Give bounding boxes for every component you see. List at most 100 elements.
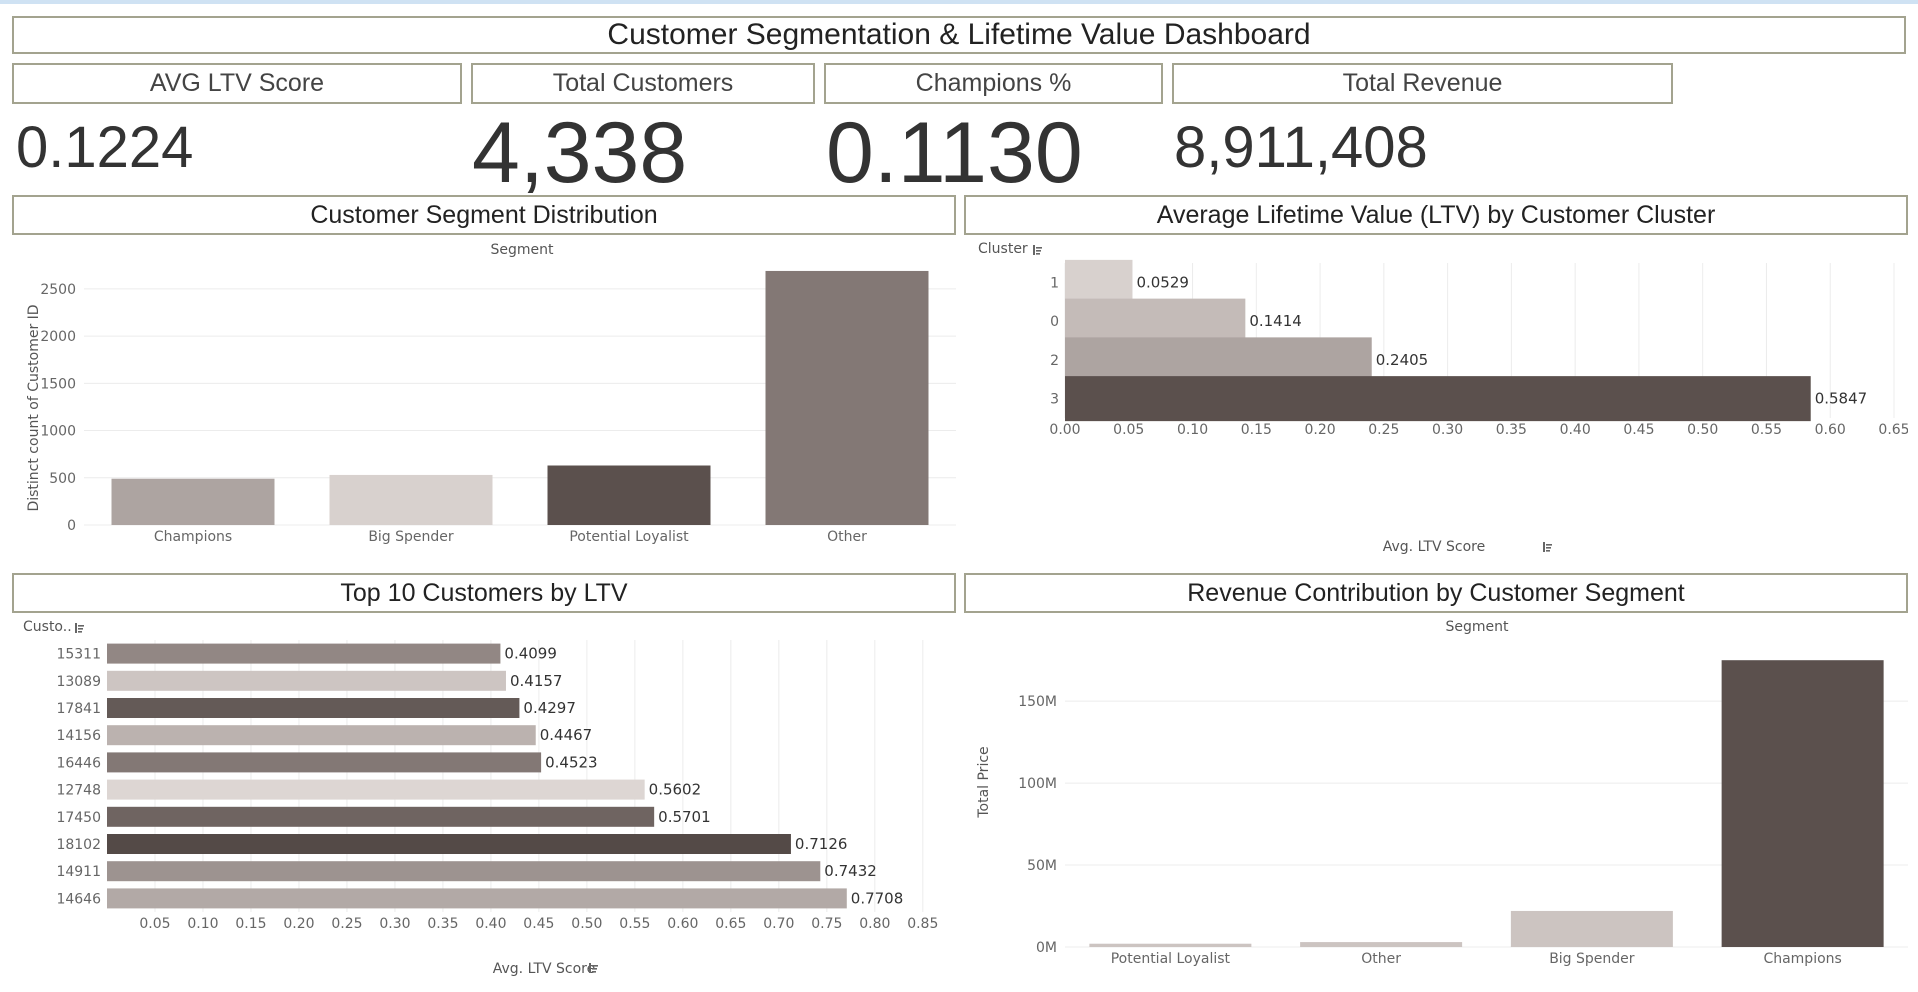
x-tick-label: 0.75: [811, 916, 842, 932]
bar-value-label: 0.4099: [504, 645, 557, 663]
bar-value-label: 0.5847: [1815, 390, 1868, 408]
bar[interactable]: [107, 698, 520, 718]
x-tick-label: 0.30: [379, 916, 410, 932]
bar[interactable]: [1510, 910, 1673, 947]
segment-distribution-chart: Segment Distinct count of Customer ID 0 5…: [26, 242, 956, 545]
bar-value-label: 0.4523: [545, 753, 598, 771]
y-tick-label: 0: [67, 518, 76, 534]
y-tick-label: 16446: [56, 755, 101, 771]
ltv-by-cluster-title: Average Lifetime Value (LTV) by Customer…: [964, 195, 1908, 235]
x-tick-label: 0.65: [1878, 422, 1908, 438]
x-tick-label: 0.20: [1304, 422, 1335, 438]
bar[interactable]: [107, 643, 501, 664]
bar[interactable]: [1300, 942, 1463, 947]
ltv-by-cluster-chart: Cluster 0.0529 0.1414 0.2405 0.5847 1 0 2 3 0.…: [978, 241, 1908, 555]
x-tick-label: 0.80: [859, 916, 890, 932]
x-axis-label: Avg. LTV Score: [493, 961, 596, 977]
kpi-total-revenue-title: Total Revenue: [1172, 63, 1673, 104]
kpi-avg-ltv-title: AVG LTV Score: [12, 63, 462, 104]
x-tick-label: 0.15: [1241, 422, 1272, 438]
kpi-total-customers-value: 4,338: [472, 105, 688, 201]
y-tick-label: 1000: [40, 424, 76, 440]
bar[interactable]: [107, 861, 821, 882]
y-tick-label: 150M: [1018, 694, 1057, 710]
bar[interactable]: [107, 888, 847, 909]
bar[interactable]: [765, 270, 929, 525]
bar[interactable]: [1089, 943, 1252, 947]
sort-icon[interactable]: [589, 963, 598, 973]
x-tick-label: Potential Loyalist: [569, 529, 689, 545]
segment-header: Segment: [1446, 619, 1510, 635]
sort-icon[interactable]: [75, 623, 84, 633]
segment-header: Segment: [491, 242, 555, 258]
y-tick-label: 100M: [1018, 776, 1057, 792]
bar[interactable]: [107, 834, 791, 854]
x-tick-label: 0.10: [1177, 422, 1208, 438]
x-ticks: Champions Big Spender Potential Loyalist Ot…: [154, 529, 867, 545]
y-axis-label-group: Distinct count of Customer ID: [26, 304, 42, 511]
bar-value-label: 0.7708: [851, 889, 904, 907]
y-tick-label: 0: [1050, 314, 1059, 330]
y-tick-label: 18102: [56, 837, 101, 853]
y-tick-label: 50M: [1027, 858, 1057, 874]
x-tick-label: 0.65: [715, 916, 746, 932]
y-tick-label: 12748: [56, 783, 101, 799]
bar[interactable]: [1065, 298, 1246, 344]
x-tick-label: 0.40: [475, 916, 506, 932]
y-tick-label: 14156: [56, 728, 101, 744]
sort-icon[interactable]: [1543, 542, 1552, 552]
y-tick-label: 2: [1050, 353, 1059, 369]
bar-value-label: 0.7432: [824, 862, 877, 880]
x-tick-label: Champions: [154, 529, 232, 545]
y-axis-label-group: Total Price: [976, 746, 992, 818]
revenue-by-segment-chart: Segment Total Price 0M 50M 100M 150M Potent…: [976, 619, 1908, 967]
bar-value-label: 0.4297: [523, 699, 576, 717]
top-accent-bar: [0, 0, 1918, 4]
x-tick-label: 0.40: [1560, 422, 1591, 438]
bar[interactable]: [1721, 660, 1884, 947]
x-tick-label: Big Spender: [368, 529, 454, 545]
bar-value-label: 0.5701: [658, 808, 711, 826]
bar[interactable]: [107, 779, 645, 800]
x-tick-label: 0.50: [1687, 422, 1718, 438]
x-tick-label: Other: [827, 529, 867, 545]
bar[interactable]: [107, 725, 536, 746]
x-ticks: 0.05 0.10 0.15 0.20 0.25 0.30 0.35 0.40 0.45 0.50…: [139, 916, 938, 932]
x-tick-label: Other: [1361, 951, 1401, 967]
x-tick-label: 0.25: [1368, 422, 1399, 438]
bar-value-label: 0.0529: [1136, 273, 1189, 291]
bars: 0.0529 0.1414 0.2405 0.5847: [1065, 259, 1868, 422]
bar[interactable]: [111, 478, 275, 525]
bar[interactable]: [547, 465, 711, 526]
y-ticks: 1 0 2 3: [1050, 275, 1059, 407]
y-ticks: 0M 50M 100M 150M: [1018, 694, 1057, 956]
x-tick-label: 0.45: [1623, 422, 1654, 438]
x-tick-label: 0.60: [1815, 422, 1846, 438]
bar[interactable]: [329, 474, 493, 525]
x-tick-label: 0.30: [1432, 422, 1463, 438]
y-tick-label: 15311: [56, 647, 101, 663]
bar[interactable]: [1065, 259, 1133, 305]
x-tick-label: Champions: [1763, 951, 1841, 967]
y-tick-label: 14646: [56, 891, 101, 907]
kpi-avg-ltv-value: 0.1224: [16, 115, 194, 180]
bar[interactable]: [1065, 376, 1811, 422]
x-tick-label: Potential Loyalist: [1111, 951, 1231, 967]
x-tick-label: 0.45: [523, 916, 554, 932]
y-tick-label: 13089: [56, 674, 101, 690]
bar[interactable]: [107, 670, 506, 691]
y-tick-label: 17841: [56, 701, 101, 717]
bar[interactable]: [1065, 337, 1372, 383]
x-tick-label: 0.25: [331, 916, 362, 932]
x-tick-label: 0.15: [235, 916, 266, 932]
bar[interactable]: [107, 752, 542, 773]
bar-value-label: 0.4157: [510, 672, 563, 690]
bar[interactable]: [107, 806, 655, 827]
y-tick-label: 2000: [40, 329, 76, 345]
sort-icon[interactable]: [1033, 245, 1042, 255]
x-tick-label: 0.10: [187, 916, 218, 932]
dashboard-title: Customer Segmentation & Lifetime Value D…: [12, 16, 1906, 54]
kpi-champions-pct-value: 0.1130: [826, 105, 1083, 201]
bar-value-label: 0.2405: [1376, 351, 1429, 369]
y-tick-label: 3: [1050, 392, 1059, 408]
